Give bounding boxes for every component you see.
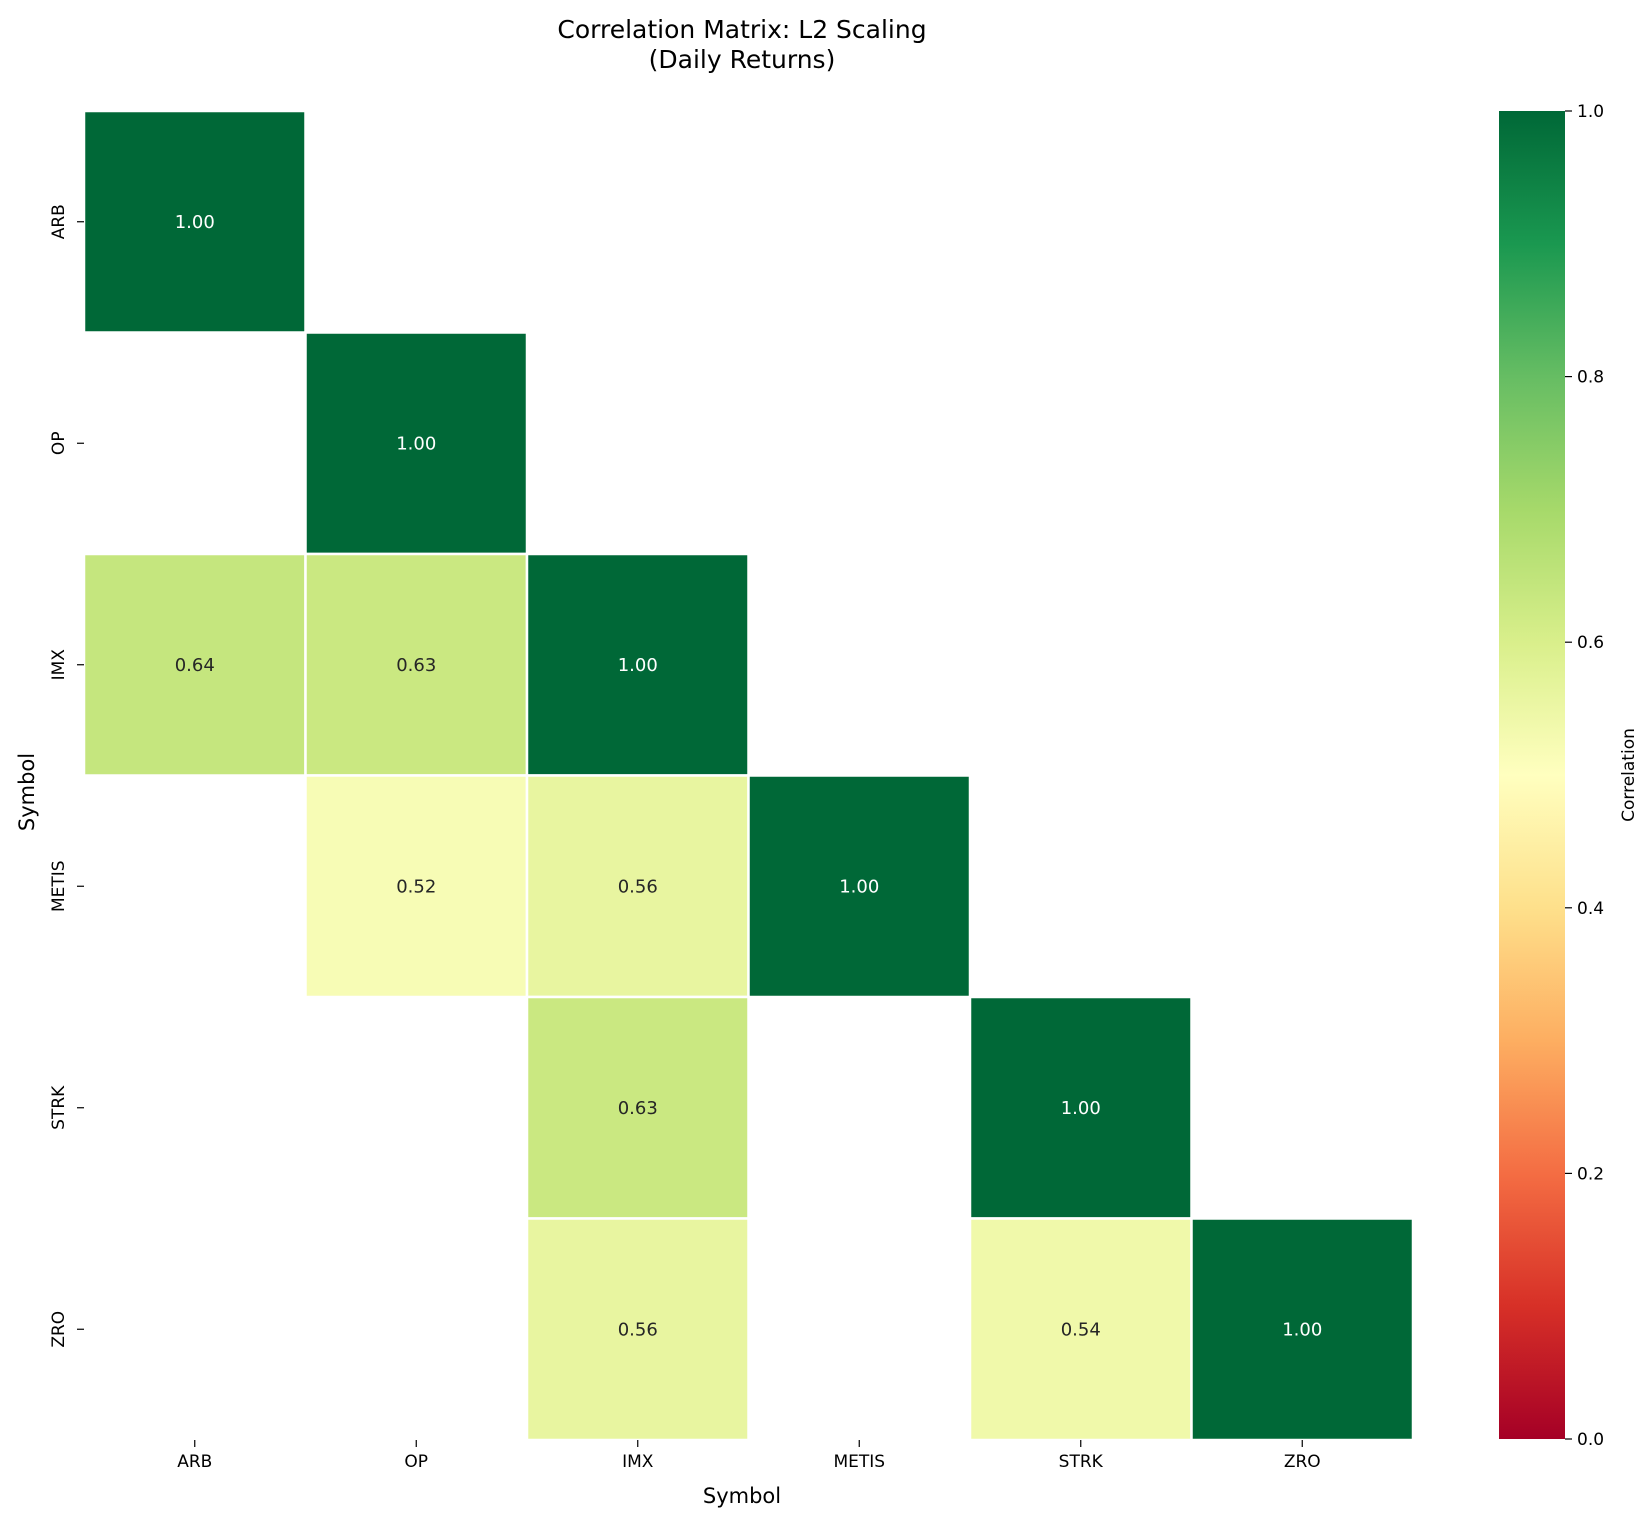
y-axis-ticks: ARB OP IMX METIS STRK ZRO [49, 204, 84, 1348]
heatmap-cells: 1.00 1.00 0.64 0.63 1.00 0.52 0.56 1.00 0.63 1.00… [82, 109, 1415, 1442]
chart-title: Correlation Matrix: L2 Scaling [557, 15, 926, 44]
cell-value-label: 0.54 [1061, 1319, 1101, 1340]
colorbar-tick-label: 0.0 [1577, 1430, 1604, 1450]
heatmap-cell-metis-op [304, 774, 529, 999]
colorbar-tick-label: 0.4 [1577, 899, 1604, 919]
colorbar-tick-label: 1.0 [1577, 102, 1604, 122]
y-tick-label: ZRO [49, 1311, 69, 1348]
cell-value-label: 1.00 [1282, 1319, 1322, 1340]
x-tick-label: IMX [622, 1452, 654, 1472]
heatmap-cell-strk-strk [968, 995, 1193, 1220]
heatmap-cell-imx-arb [82, 552, 307, 777]
heatmap-cell-op-op [304, 331, 529, 556]
cell-value-label: 1.00 [175, 212, 215, 233]
heatmap-cell-zro-imx [525, 1217, 750, 1442]
x-tick-label: METIS [833, 1452, 885, 1472]
cell-value-label: 1.00 [396, 433, 436, 454]
colorbar-tick-label: 0.6 [1577, 633, 1604, 653]
cell-value-label: 1.00 [618, 655, 658, 676]
x-axis-ticks: ARB OP IMX METIS STRK ZRO [177, 1440, 1321, 1472]
cell-value-label: 0.64 [175, 655, 215, 676]
cell-value-label: 1.00 [1061, 1098, 1101, 1119]
colorbar-tick-label: 0.2 [1577, 1164, 1604, 1184]
cell-value-label: 0.56 [618, 876, 658, 897]
y-tick-label: ARB [49, 204, 69, 239]
chart-subtitle: (Daily Returns) [649, 45, 836, 74]
colorbar [1499, 111, 1565, 1439]
x-axis-label: Symbol [703, 1484, 781, 1508]
cell-value-label: 0.56 [618, 1319, 658, 1340]
y-tick-label: STRK [49, 1085, 69, 1130]
x-tick-label: STRK [1059, 1452, 1104, 1472]
y-axis-label: Symbol [15, 753, 39, 831]
colorbar-tick-label: 0.8 [1577, 368, 1604, 388]
heatmap-cell-arb-arb [82, 109, 307, 334]
colorbar-label: Correlation [1619, 728, 1639, 822]
x-tick-label: ZRO [1284, 1452, 1321, 1472]
x-tick-label: ARB [177, 1452, 212, 1472]
cell-value-label: 0.63 [396, 655, 436, 676]
heatmap-cell-imx-imx [525, 552, 750, 777]
heatmap-cell-metis-metis [747, 774, 972, 999]
heatmap-cell-imx-op [304, 552, 529, 777]
cell-value-label: 0.52 [396, 876, 436, 897]
cell-value-label: 0.63 [618, 1098, 658, 1119]
y-tick-label: IMX [49, 649, 69, 681]
y-tick-label: METIS [49, 860, 69, 912]
colorbar-ticks: 0.0 0.2 0.4 0.6 0.8 1.0 [1565, 102, 1604, 1450]
cell-value-label: 1.00 [839, 876, 879, 897]
heatmap-cell-zro-strk [968, 1217, 1193, 1442]
y-tick-label: OP [49, 431, 69, 455]
heatmap-cell-zro-zro [1190, 1217, 1415, 1442]
x-tick-label: OP [404, 1452, 428, 1472]
